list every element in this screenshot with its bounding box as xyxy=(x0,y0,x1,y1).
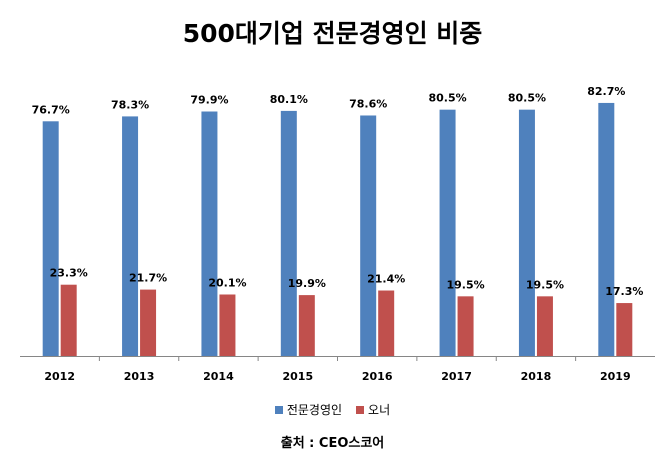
x-tick-label-2019: 2019 xyxy=(600,370,631,383)
data-label-owner-2017: 19.5% xyxy=(446,278,484,291)
data-label-professional-2017: 80.5% xyxy=(428,92,466,105)
bar-owner-2013 xyxy=(140,289,157,356)
data-label-owner-2016: 21.4% xyxy=(367,273,405,286)
x-tick-label-2014: 2014 xyxy=(203,370,234,383)
data-label-owner-2012: 23.3% xyxy=(50,267,88,280)
bar-owner-2014 xyxy=(219,294,236,356)
bar-professional-2013 xyxy=(122,116,139,356)
bar-professional-2012 xyxy=(42,121,59,356)
data-label-professional-2012: 76.7% xyxy=(32,103,70,116)
bar-professional-2018 xyxy=(518,109,535,356)
data-label-owner-2018: 19.5% xyxy=(526,278,564,291)
legend-label-professional: 전문경영인 xyxy=(286,403,343,417)
x-tick-label-2016: 2016 xyxy=(362,370,393,383)
bar-professional-2017 xyxy=(439,109,456,356)
bar-professional-2014 xyxy=(201,111,218,356)
bar-owner-2017 xyxy=(457,296,474,356)
bar-owner-2018 xyxy=(536,296,553,356)
legend: 전문경영인 오너 xyxy=(0,401,665,418)
x-tick-label-2013: 2013 xyxy=(124,370,155,383)
data-label-professional-2016: 78.6% xyxy=(349,97,387,110)
legend-label-owner: 오너 xyxy=(368,403,391,417)
x-tick-label-2015: 2015 xyxy=(283,370,314,383)
data-label-professional-2014: 79.9% xyxy=(190,94,228,107)
legend-swatch-owner xyxy=(356,405,365,414)
data-label-professional-2015: 80.1% xyxy=(270,93,308,106)
data-label-professional-2018: 80.5% xyxy=(508,92,546,105)
chart-title: 500대기업 전문경영인 비중 xyxy=(182,19,483,48)
legend-item-professional: 전문경영인 xyxy=(274,401,343,418)
ticks-layer: 2012 2013 2014 2015 2016 2017 2018 2019 xyxy=(44,356,631,383)
data-label-owner-2019: 17.3% xyxy=(605,285,643,298)
x-tick-label-2018: 2018 xyxy=(521,370,552,383)
bars-layer: 76.7% 23.3% 78.3% 21.7% 79.9% 20.1% 80.1% 19.9%… xyxy=(32,85,643,356)
x-tick-label-2012: 2012 xyxy=(44,370,75,383)
bar-owner-2015 xyxy=(298,295,315,356)
legend-swatch-professional xyxy=(274,405,283,414)
data-label-owner-2013: 21.7% xyxy=(129,272,167,285)
source-note: 출처 : CEO스코어 xyxy=(280,436,385,451)
bar-owner-2019 xyxy=(616,303,633,356)
data-label-owner-2014: 20.1% xyxy=(208,276,246,289)
bar-owner-2012 xyxy=(60,284,77,356)
bar-professional-2019 xyxy=(598,102,615,356)
x-tick-label-2017: 2017 xyxy=(441,370,472,383)
bar-professional-2015 xyxy=(280,110,297,356)
bar-professional-2016 xyxy=(360,115,377,356)
legend-item-owner: 오너 xyxy=(356,401,390,418)
bar-owner-2016 xyxy=(378,290,395,356)
data-label-professional-2013: 78.3% xyxy=(111,98,149,111)
data-label-professional-2019: 82.7% xyxy=(587,85,625,98)
data-label-owner-2015: 19.9% xyxy=(288,277,326,290)
